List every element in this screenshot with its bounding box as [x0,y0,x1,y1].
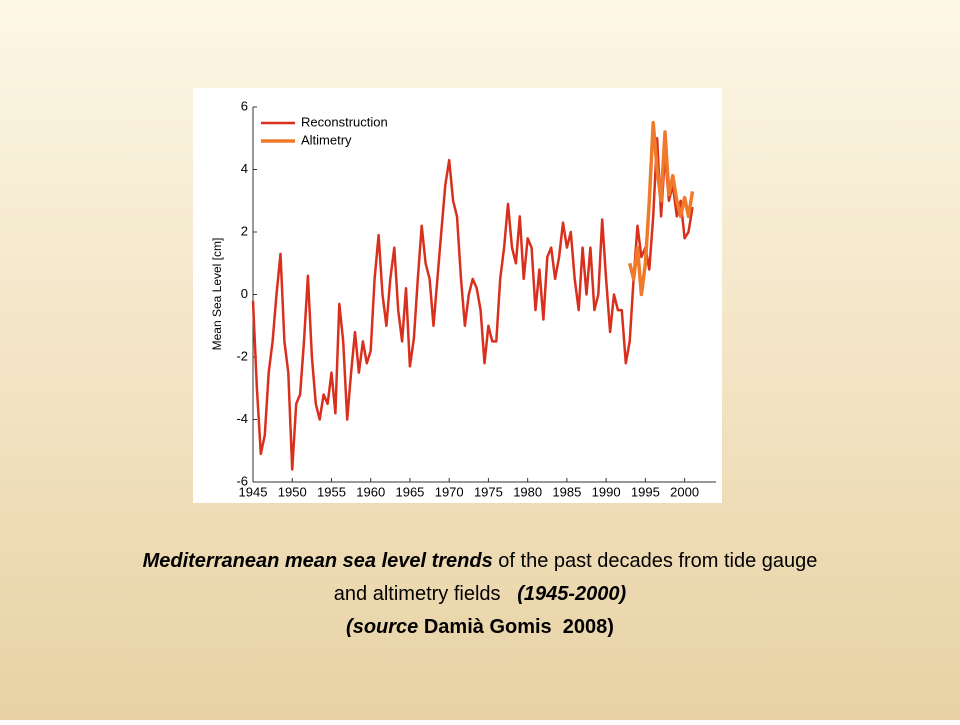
caption-segment: of the past decades from tide gauge [493,550,818,572]
x-tick-label: 1990 [592,484,621,499]
y-tick-label: 2 [241,223,248,238]
caption-segment: (source [346,616,418,638]
caption-segment: and altimetry fields [334,583,517,605]
y-tick-label: -6 [236,473,248,488]
x-tick-label: 2000 [670,484,699,499]
y-tick-label: 6 [241,98,248,113]
x-tick-label: 1980 [513,484,542,499]
x-tick-label: 1970 [435,484,464,499]
x-tick-label: 1950 [278,484,307,499]
x-tick-label: 1945 [239,484,268,499]
x-tick-label: 1955 [317,484,346,499]
caption-line: and altimetry fields (1945-2000) [334,583,627,605]
series-line [251,137,694,471]
x-tick-label: 1965 [395,484,424,499]
x-tick-label: 1995 [631,484,660,499]
x-tick-label: 1985 [552,484,581,499]
legend-label: Reconstruction [301,114,388,129]
y-tick-label: -2 [236,348,248,363]
x-tick-label: 1975 [474,484,503,499]
caption: Mediterranean mean sea level trends of t… [143,550,818,638]
y-tick-label: 4 [241,161,248,176]
y-tick-label: 0 [241,286,248,301]
caption-line: Mediterranean mean sea level trends of t… [143,550,818,572]
series-line [628,120,695,297]
x-tick-label: 1960 [356,484,385,499]
y-tick-label: -4 [236,411,248,426]
caption-segment: (1945-2000) [517,583,626,605]
caption-line: (source Damià Gomis 2008) [346,616,614,638]
legend-label: Altimetry [301,132,352,147]
plot: -6 -4 -2 0 2 4 6 1945 1950 1955 1960 1965 1970 1975 19… [236,98,716,499]
y-axis-label: Mean Sea Level [cm] [210,238,224,351]
caption-segment: Mediterranean mean sea level trends [143,550,493,572]
caption-segment: Damià Gomis 2008) [418,616,614,638]
